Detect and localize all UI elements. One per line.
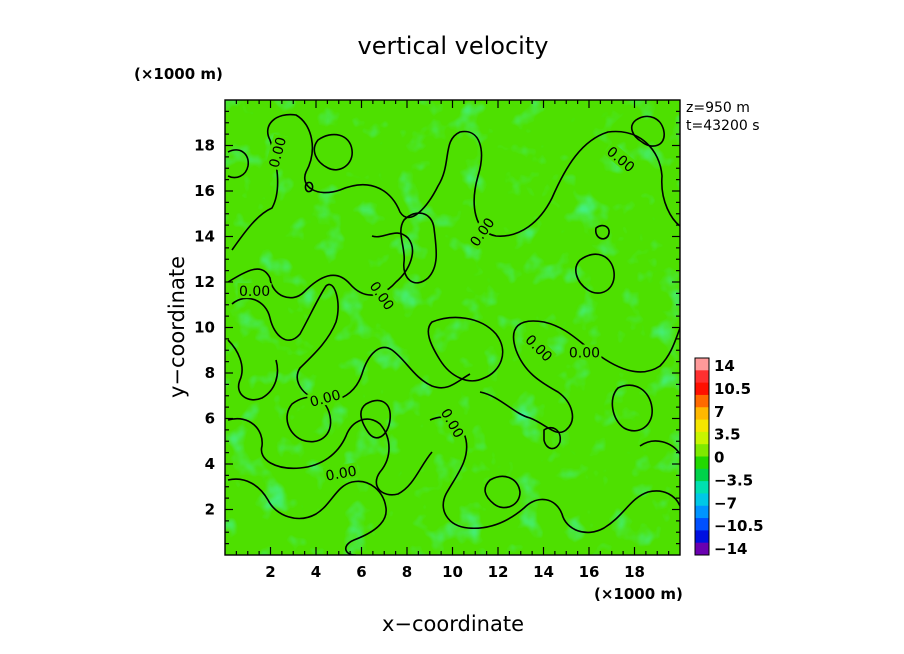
colorbar-swatch xyxy=(695,456,709,470)
colorbar-swatch xyxy=(695,419,709,433)
colorbar-swatch xyxy=(695,444,709,457)
colorbar-swatch xyxy=(695,407,709,421)
colorbar-swatch xyxy=(695,530,709,544)
contour-labels: 0.000.00 0.000.000.000.000.000.00 0.000.00 xyxy=(237,133,640,485)
colorbar-label: 14 xyxy=(714,357,735,375)
contour-path xyxy=(313,133,353,171)
contour-label-text: 0.00 xyxy=(308,387,342,411)
contour-path xyxy=(227,417,433,496)
contour-label-bg xyxy=(465,213,498,250)
contour-path xyxy=(427,316,504,382)
contour-path xyxy=(227,478,387,555)
contour-label-text: 0.00 xyxy=(239,284,270,300)
colorbar-swatch xyxy=(695,493,709,507)
x-tick-label: 8 xyxy=(402,563,412,581)
contour-path xyxy=(429,416,680,534)
x-tick-label: 12 xyxy=(488,563,509,581)
contour-label-text: 0.00 xyxy=(324,463,357,484)
colorbar-swatch xyxy=(695,505,709,519)
contour-path xyxy=(231,283,471,402)
contour-label-bg xyxy=(521,330,557,365)
contour-label-text: 0.00 xyxy=(569,346,600,362)
colorbar-swatch xyxy=(695,468,709,482)
contour-label-bg xyxy=(265,133,289,171)
contour-path xyxy=(227,149,250,179)
contour-lines xyxy=(227,113,680,555)
y-tick-label: 2 xyxy=(205,501,215,519)
colorbar-swatch xyxy=(695,481,709,494)
colorbar-label: −7 xyxy=(714,494,737,512)
plot-area: 0.000.00 0.000.000.000.000.000.00 0.000.00… xyxy=(194,99,681,581)
y-tick-label: 10 xyxy=(194,319,215,337)
x-tick-label: 2 xyxy=(265,563,275,581)
contour-label-bg xyxy=(437,404,468,442)
y-tick-label: 4 xyxy=(205,455,215,473)
contour-label: 0.00 xyxy=(322,462,359,485)
colorbar: 14 10.5 7 3.5 0 −3.5 −7 −10.5 −14 xyxy=(694,357,764,558)
x-tick-label: 14 xyxy=(533,563,554,581)
contour-label-bg xyxy=(567,344,602,360)
x-axis-label: x−coordinate xyxy=(382,612,524,636)
contour-label: 0.00 xyxy=(237,283,272,300)
colorbar-frame xyxy=(694,357,710,556)
info-line-z: z=950 m xyxy=(686,100,750,116)
colorbar-label: 0 xyxy=(714,449,724,467)
axis-ticks: 2 4 6 8 10 12 14 16 18 2 4 6 8 10 12 14 16 18 xyxy=(194,100,680,581)
colorbar-swatch xyxy=(695,431,709,445)
contour-label-bg xyxy=(603,142,640,176)
colorbar-swatch xyxy=(695,542,709,556)
x-tick-label: 18 xyxy=(624,563,645,581)
contour-path xyxy=(630,115,665,147)
contour-path xyxy=(227,232,414,299)
contour-label-text: 0.00 xyxy=(267,135,291,169)
contour-label-bg xyxy=(237,283,272,299)
y-tick-label: 6 xyxy=(205,410,215,428)
x-tick-label: 4 xyxy=(311,563,321,581)
colorbar-label: 3.5 xyxy=(714,426,741,444)
y-axis-label: y−coordinate xyxy=(165,256,189,398)
contour-path xyxy=(575,253,615,294)
contour-label: 0.00 xyxy=(567,344,602,362)
contour-path xyxy=(479,320,680,434)
contour-path xyxy=(400,212,438,284)
colorbar-swatch xyxy=(695,394,709,408)
colorbar-label: −14 xyxy=(714,540,747,558)
contour-label-bg xyxy=(366,277,399,314)
contour-path xyxy=(304,181,314,193)
contour-path xyxy=(639,440,680,455)
colorbar-label: 10.5 xyxy=(714,380,751,398)
y-tick-label: 16 xyxy=(194,182,215,200)
colorbar-label: −10.5 xyxy=(714,517,764,535)
x-unit-label: (×1000 m) xyxy=(594,585,683,603)
contour-label: 0.00 xyxy=(265,133,291,171)
x-tick-label: 10 xyxy=(442,563,463,581)
contour-label: 0.00 xyxy=(306,385,344,411)
contour-path xyxy=(231,113,680,251)
contour-path xyxy=(611,384,653,432)
colorbar-swatch xyxy=(695,358,709,371)
y-tick-label: 18 xyxy=(194,137,215,155)
colorbar-swatch xyxy=(695,370,709,384)
contour-label-bg xyxy=(306,385,344,410)
info-line-t: t=43200 s xyxy=(686,118,760,134)
y-tick-label: 14 xyxy=(194,228,215,246)
heatmap-texture xyxy=(225,100,680,555)
contour-path xyxy=(543,426,562,450)
colorbar-label: 7 xyxy=(714,403,724,421)
contour-path xyxy=(484,475,521,509)
y-tick-label: 8 xyxy=(205,364,215,382)
chart-title: vertical velocity xyxy=(358,32,549,60)
colorbar-swatch xyxy=(695,518,709,531)
colorbar-label: −3.5 xyxy=(714,471,753,489)
contour-path xyxy=(227,339,279,401)
contour-path xyxy=(594,224,610,240)
x-tick-label: 16 xyxy=(579,563,600,581)
contour-label-bg xyxy=(322,462,359,483)
y-unit-label: (×1000 m) xyxy=(134,65,223,83)
y-tick-label: 12 xyxy=(194,273,215,291)
contour-path xyxy=(360,399,391,439)
colorbar-swatch xyxy=(695,382,709,396)
x-tick-label: 6 xyxy=(356,563,366,581)
